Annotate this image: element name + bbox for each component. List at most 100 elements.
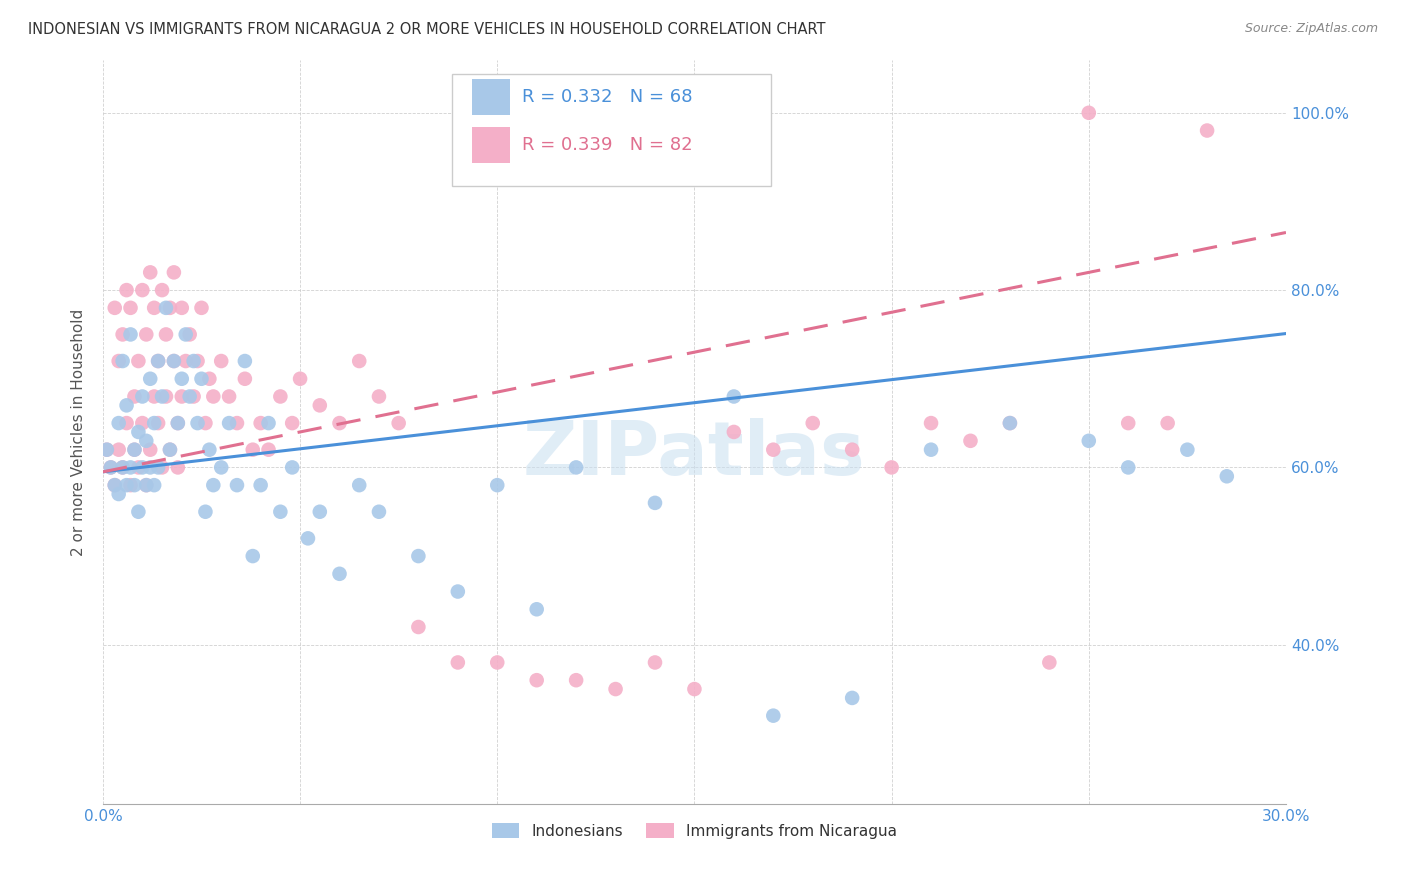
- Point: [143, 416, 166, 430]
- Point: [281, 416, 304, 430]
- Point: [179, 327, 201, 342]
- Point: [111, 327, 134, 342]
- Bar: [472, 79, 510, 115]
- Point: [486, 478, 509, 492]
- Point: [111, 354, 134, 368]
- FancyBboxPatch shape: [451, 75, 772, 186]
- Point: [388, 416, 411, 430]
- Point: [131, 390, 153, 404]
- Point: [135, 478, 157, 492]
- Point: [198, 372, 221, 386]
- Point: [801, 416, 824, 430]
- Point: [115, 478, 138, 492]
- Point: [1216, 469, 1239, 483]
- Point: [187, 354, 209, 368]
- Point: [139, 372, 162, 386]
- Point: [281, 460, 304, 475]
- Point: [242, 442, 264, 457]
- Point: [115, 398, 138, 412]
- Point: [1156, 416, 1178, 430]
- Point: [104, 478, 127, 492]
- Point: [166, 416, 188, 430]
- Point: [163, 265, 186, 279]
- Point: [308, 398, 330, 412]
- Point: [249, 478, 271, 492]
- Point: [107, 416, 129, 430]
- Point: [308, 505, 330, 519]
- Legend: Indonesians, Immigrants from Nicaragua: Indonesians, Immigrants from Nicaragua: [486, 817, 903, 845]
- Point: [170, 372, 193, 386]
- Point: [120, 301, 142, 315]
- Point: [124, 390, 146, 404]
- Point: [166, 460, 188, 475]
- Text: R = 0.332   N = 68: R = 0.332 N = 68: [522, 87, 692, 106]
- Point: [187, 416, 209, 430]
- Point: [135, 434, 157, 448]
- Point: [127, 425, 149, 439]
- Point: [143, 390, 166, 404]
- Point: [174, 354, 197, 368]
- Point: [135, 478, 157, 492]
- Point: [920, 442, 942, 457]
- Point: [127, 505, 149, 519]
- Point: [194, 416, 217, 430]
- Point: [166, 416, 188, 430]
- Point: [233, 372, 256, 386]
- Point: [170, 390, 193, 404]
- Point: [644, 496, 666, 510]
- Point: [242, 549, 264, 563]
- Point: [104, 301, 127, 315]
- Point: [288, 372, 311, 386]
- Point: [328, 566, 350, 581]
- Point: [120, 460, 142, 475]
- Point: [1038, 656, 1060, 670]
- Point: [233, 354, 256, 368]
- Point: [143, 478, 166, 492]
- Point: [150, 283, 173, 297]
- Point: [880, 460, 903, 475]
- Point: [163, 354, 186, 368]
- Point: [174, 327, 197, 342]
- Point: [190, 372, 212, 386]
- Point: [159, 442, 181, 457]
- Point: [368, 505, 391, 519]
- Point: [408, 549, 430, 563]
- Point: [96, 442, 118, 457]
- Point: [1177, 442, 1199, 457]
- Point: [998, 416, 1021, 430]
- Point: [111, 460, 134, 475]
- Point: [486, 656, 509, 670]
- Point: [920, 416, 942, 430]
- Point: [723, 425, 745, 439]
- Point: [139, 265, 162, 279]
- Point: [959, 434, 981, 448]
- Point: [107, 487, 129, 501]
- Point: [194, 505, 217, 519]
- Point: [218, 416, 240, 430]
- Point: [349, 478, 371, 492]
- Point: [131, 460, 153, 475]
- Point: [146, 354, 169, 368]
- Point: [131, 283, 153, 297]
- Point: [526, 602, 548, 616]
- Point: [257, 442, 280, 457]
- Point: [150, 460, 173, 475]
- Point: [120, 478, 142, 492]
- Point: [1116, 460, 1139, 475]
- Point: [349, 354, 371, 368]
- Point: [644, 656, 666, 670]
- Point: [179, 390, 201, 404]
- Text: ZIPatlas: ZIPatlas: [523, 417, 866, 491]
- Point: [218, 390, 240, 404]
- Point: [297, 532, 319, 546]
- Point: [190, 301, 212, 315]
- Point: [1197, 123, 1219, 137]
- Point: [269, 505, 291, 519]
- Point: [683, 681, 706, 696]
- Point: [841, 690, 863, 705]
- Y-axis label: 2 or more Vehicles in Household: 2 or more Vehicles in Household: [72, 309, 86, 556]
- Point: [146, 354, 169, 368]
- Point: [723, 390, 745, 404]
- Point: [127, 354, 149, 368]
- Point: [107, 442, 129, 457]
